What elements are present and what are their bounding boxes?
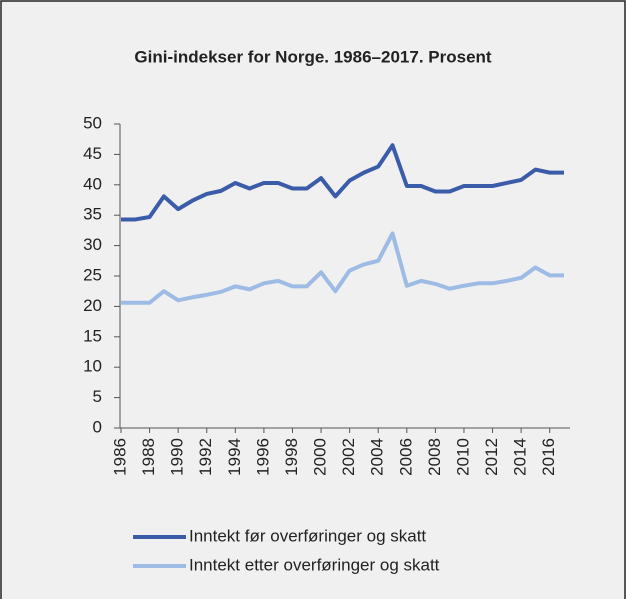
x-tick-label: 1986: [110, 438, 129, 476]
y-tick-label: 25: [83, 265, 102, 284]
x-tick-label: 2010: [453, 438, 472, 476]
x-tick-label: 2004: [368, 438, 387, 476]
y-tick-label: 50: [83, 113, 102, 132]
x-tick-label: 2006: [396, 438, 415, 476]
x-tick-label: 2016: [539, 438, 558, 476]
x-tick-label: 1996: [253, 438, 272, 476]
series-line: [121, 231, 564, 305]
x-tick-label: 2000: [311, 438, 330, 476]
y-tick-label: 40: [83, 174, 102, 193]
y-tick-label: 15: [83, 326, 102, 345]
y-tick-label: 45: [83, 144, 102, 163]
legend-label: Inntekt før overføringer og skatt: [189, 526, 426, 545]
x-tick-label: 1994: [225, 438, 244, 476]
x-tick-label: 1998: [282, 438, 301, 476]
x-tick-label: 2014: [511, 438, 530, 476]
y-tick-label: 35: [83, 205, 102, 224]
x-tick-label: 1992: [196, 438, 215, 476]
y-tick-label: 20: [83, 296, 102, 315]
y-tick-label: 5: [93, 387, 102, 406]
legend-label: Inntekt etter overføringer og skatt: [189, 555, 440, 574]
series-line: [121, 143, 564, 222]
x-tick-label: 1988: [139, 438, 158, 476]
y-tick-label: 10: [83, 357, 102, 376]
chart-title: Gini-indekser for Norge. 1986–2017. Pros…: [134, 47, 491, 66]
y-tick-label: 0: [93, 417, 102, 436]
y-tick-label: 30: [83, 235, 102, 254]
x-tick-label: 1990: [168, 438, 187, 476]
x-tick-label: 2002: [339, 438, 358, 476]
x-tick-label: 2012: [482, 438, 501, 476]
x-tick-label: 2008: [425, 438, 444, 476]
